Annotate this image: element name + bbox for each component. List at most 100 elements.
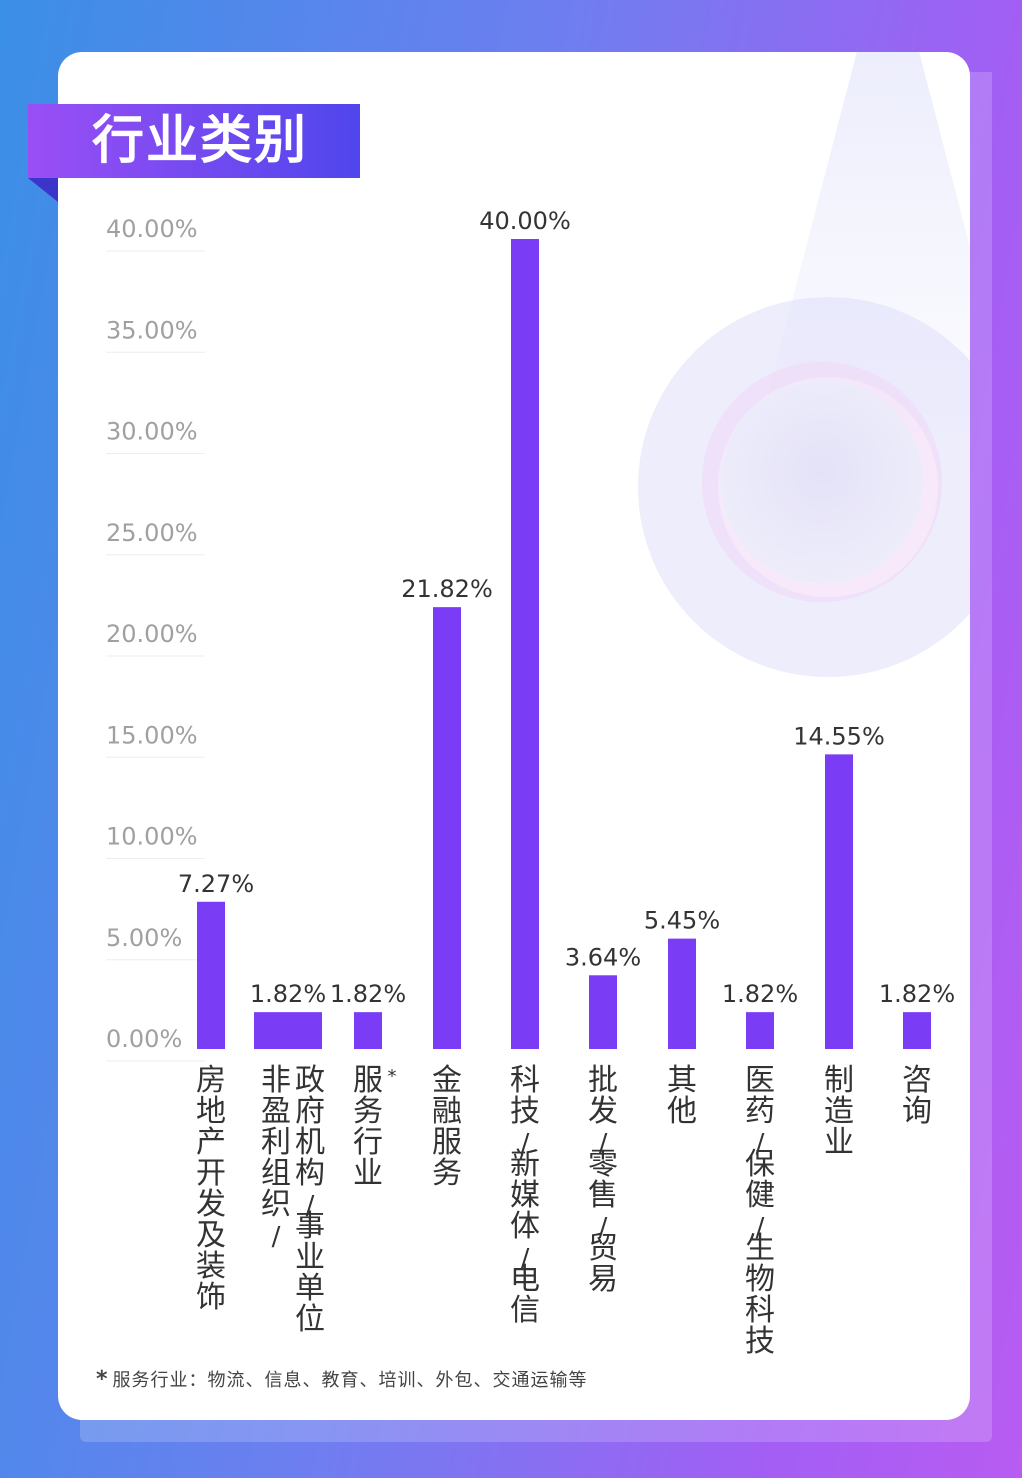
category-label: 易: [588, 1262, 618, 1297]
page-title: 行业类别: [92, 111, 309, 171]
category-label: 服: [432, 1125, 462, 1160]
bar: [903, 1012, 931, 1049]
category-label: /: [756, 1213, 765, 1243]
category-label: 询: [902, 1094, 932, 1129]
category-label: 业: [824, 1125, 854, 1160]
y-tick-label: 0.00%: [106, 1025, 182, 1053]
bar: [197, 901, 225, 1049]
footnote: * 服务行业：物流、信息、教育、培训、外包、交通运输等: [96, 1366, 588, 1392]
category-label: 金: [432, 1063, 462, 1098]
category-label: 行: [353, 1125, 383, 1160]
category-label: 盈: [261, 1094, 291, 1129]
bar: [433, 607, 461, 1049]
y-tick-label: 40.00%: [106, 215, 198, 243]
bar: [668, 938, 696, 1049]
category-label: 其: [667, 1063, 697, 1098]
category-label: 及: [196, 1218, 226, 1253]
category-label: /: [756, 1129, 765, 1159]
category-label: 咨: [902, 1063, 932, 1098]
bar: [746, 1012, 774, 1049]
category-label: /: [272, 1222, 281, 1252]
category-label: 位: [295, 1302, 325, 1337]
category-label: 房: [196, 1063, 226, 1098]
category-label: 务: [432, 1156, 462, 1191]
category-label: 业: [353, 1156, 383, 1191]
category-label: 组: [261, 1156, 291, 1191]
category-label: 府: [295, 1094, 325, 1129]
category-label: 开: [196, 1156, 226, 1191]
bar: [511, 239, 539, 1049]
category-label: 产: [196, 1125, 226, 1160]
category-label: 非: [261, 1063, 291, 1098]
category-label: 生: [745, 1231, 775, 1266]
category-label: 务: [353, 1094, 383, 1129]
category-label: 地: [196, 1094, 226, 1129]
category-label: /: [521, 1244, 530, 1274]
category-label: 售: [588, 1178, 618, 1213]
data-label: 7.27%: [178, 870, 254, 898]
title-banner: [28, 104, 360, 178]
title-banner-fold: [28, 178, 58, 202]
category-label: 物: [745, 1262, 775, 1297]
category-label: 体: [510, 1209, 540, 1244]
category-label: 科: [510, 1063, 540, 1098]
data-label: 1.82%: [722, 980, 798, 1008]
category-label: 信: [510, 1293, 540, 1328]
data-label: 1.82%: [879, 980, 955, 1008]
category-label: 保: [745, 1147, 775, 1182]
y-tick-label: 20.00%: [106, 620, 198, 648]
y-tick-label: 35.00%: [106, 316, 198, 344]
category-label: 新: [510, 1147, 540, 1182]
footnote-marker: *: [96, 1367, 109, 1392]
category-label: 发: [588, 1094, 618, 1129]
decorative-orb: [720, 380, 924, 584]
data-label: 1.82%: [250, 980, 326, 1008]
data-label: 40.00%: [479, 207, 571, 235]
category-label: /: [521, 1129, 530, 1159]
data-label: 1.82%: [330, 980, 406, 1008]
category-label: 服: [353, 1063, 383, 1098]
category-label: 发: [196, 1187, 226, 1222]
bar: [589, 975, 617, 1049]
category-label: /: [306, 1191, 315, 1221]
category-label: 媒: [510, 1178, 540, 1213]
footnote-text: 服务行业：物流、信息、教育、培训、外包、交通运输等: [112, 1370, 588, 1391]
category-label: 事: [295, 1209, 325, 1244]
category-label: 他: [667, 1094, 697, 1129]
category-label: 科: [745, 1293, 775, 1328]
category-label: 业: [295, 1240, 325, 1275]
bar: [254, 1012, 322, 1049]
category-label: 造: [824, 1094, 854, 1129]
data-label: 5.45%: [644, 907, 720, 935]
data-label: 21.82%: [401, 575, 493, 603]
bar: [354, 1012, 382, 1049]
category-label: 零: [588, 1147, 618, 1182]
category-label: 饰: [196, 1280, 226, 1315]
category-label: 织: [261, 1187, 291, 1222]
category-label: 贸: [588, 1231, 618, 1266]
category-label: 融: [432, 1094, 462, 1129]
y-tick-label: 25.00%: [106, 519, 198, 547]
category-label: 单: [295, 1271, 325, 1306]
category-label-marker: *: [388, 1066, 397, 1087]
category-label: 药: [745, 1094, 775, 1129]
y-tick-label: 15.00%: [106, 721, 198, 749]
category-label: 构: [295, 1156, 325, 1191]
category-label: 健: [745, 1178, 775, 1213]
category-label: 装: [196, 1249, 226, 1284]
category-label: 政: [295, 1063, 325, 1098]
category-label: 批: [588, 1063, 618, 1098]
category-label: 机: [295, 1125, 325, 1160]
y-tick-label: 30.00%: [106, 418, 198, 446]
bar: [825, 754, 853, 1049]
category-label: /: [599, 1129, 608, 1159]
y-tick-label: 5.00%: [106, 924, 182, 952]
category-label: 电: [510, 1262, 540, 1297]
category-label: 技: [745, 1324, 775, 1359]
data-label: 14.55%: [793, 722, 885, 750]
category-label: 利: [261, 1125, 291, 1160]
category-label: 医: [745, 1063, 775, 1098]
data-label: 3.64%: [565, 943, 641, 971]
category-label: 技: [510, 1094, 540, 1129]
